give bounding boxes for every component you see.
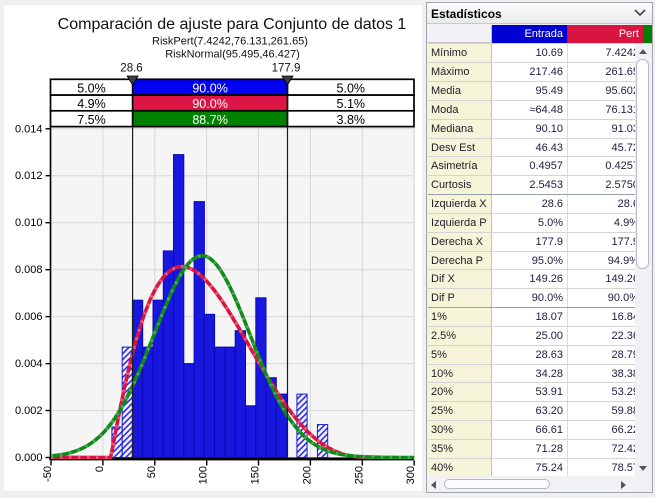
svg-text:250: 250	[353, 466, 365, 484]
svg-text:0.002: 0.002	[15, 405, 43, 417]
svg-text:0.008: 0.008	[15, 264, 43, 276]
svg-text:0.006: 0.006	[15, 311, 43, 323]
svg-text:0.000: 0.000	[15, 452, 43, 464]
svg-text:0: 0	[94, 466, 106, 472]
svg-text:177.9: 177.9	[272, 63, 301, 75]
svg-text:90.0%: 90.0%	[192, 81, 227, 95]
svg-text:88.7%: 88.7%	[192, 113, 227, 127]
svg-text:0.010: 0.010	[15, 217, 43, 229]
svg-text:-50: -50	[42, 466, 54, 482]
svg-text:5.0%: 5.0%	[337, 81, 366, 95]
svg-text:28.6: 28.6	[120, 63, 142, 75]
svg-text:0.014: 0.014	[15, 123, 43, 135]
svg-text:50: 50	[146, 466, 158, 478]
svg-text:200: 200	[301, 466, 313, 484]
svg-text:300: 300	[405, 466, 417, 484]
svg-text:RiskPert(7.4242,76.131,261.65): RiskPert(7.4242,76.131,261.65)	[152, 36, 308, 48]
svg-text:90.0%: 90.0%	[192, 97, 227, 111]
svg-text:0.012: 0.012	[15, 170, 43, 182]
svg-text:3.8%: 3.8%	[337, 113, 366, 127]
svg-text:7.5%: 7.5%	[77, 113, 106, 127]
svg-text:0.004: 0.004	[15, 358, 43, 370]
svg-text:5.0%: 5.0%	[77, 81, 106, 95]
svg-text:Comparación de ajuste para Con: Comparación de ajuste para Conjunto de d…	[58, 16, 407, 33]
svg-text:RiskNormal(95.495,46.427): RiskNormal(95.495,46.427)	[165, 49, 300, 61]
svg-text:4.9%: 4.9%	[77, 97, 106, 111]
svg-text:150: 150	[250, 466, 262, 484]
svg-text:5.1%: 5.1%	[337, 97, 366, 111]
svg-text:100: 100	[198, 466, 210, 484]
